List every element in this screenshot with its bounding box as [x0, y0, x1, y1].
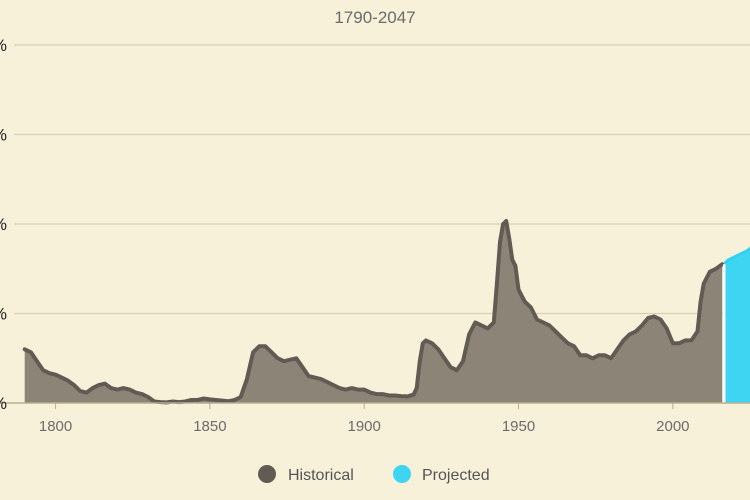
x-tick-label-1850: 1850: [193, 418, 226, 435]
legend-marker-projected: [393, 465, 411, 483]
legend: Historical Projected: [258, 465, 490, 484]
x-tick-label-2000: 2000: [656, 418, 689, 435]
legend-item-historical[interactable]: Historical: [258, 465, 354, 484]
line-historical: [22, 219, 725, 405]
y-axis-ticks: %%%%%: [0, 36, 7, 413]
area-historical: [24, 221, 723, 403]
x-axis-ticks: 1800 1850 1900 1950 2000: [39, 403, 690, 435]
legend-label-projected: Projected: [422, 467, 490, 484]
gridlines: [14, 44, 750, 315]
data-lines: [22, 219, 750, 405]
y-tick-label-2: %: [0, 215, 7, 234]
x-tick-label-1800: 1800: [39, 418, 72, 435]
x-tick-label-1900: 1900: [348, 418, 381, 435]
y-tick-label-0: %: [0, 394, 7, 413]
area-projected: [725, 248, 750, 403]
chart-subtitle: 1790-2047: [334, 8, 415, 27]
y-tick-label-4: %: [0, 36, 7, 55]
legend-item-projected[interactable]: Projected: [393, 465, 490, 484]
legend-label-historical: Historical: [288, 467, 354, 484]
y-tick-label-1: %: [0, 305, 7, 324]
legend-marker-historical: [258, 465, 276, 483]
line-projected: [723, 246, 750, 265]
y-tick-label-3: %: [0, 126, 7, 145]
data-areas: [24, 221, 750, 403]
x-tick-label-1950: 1950: [502, 418, 535, 435]
